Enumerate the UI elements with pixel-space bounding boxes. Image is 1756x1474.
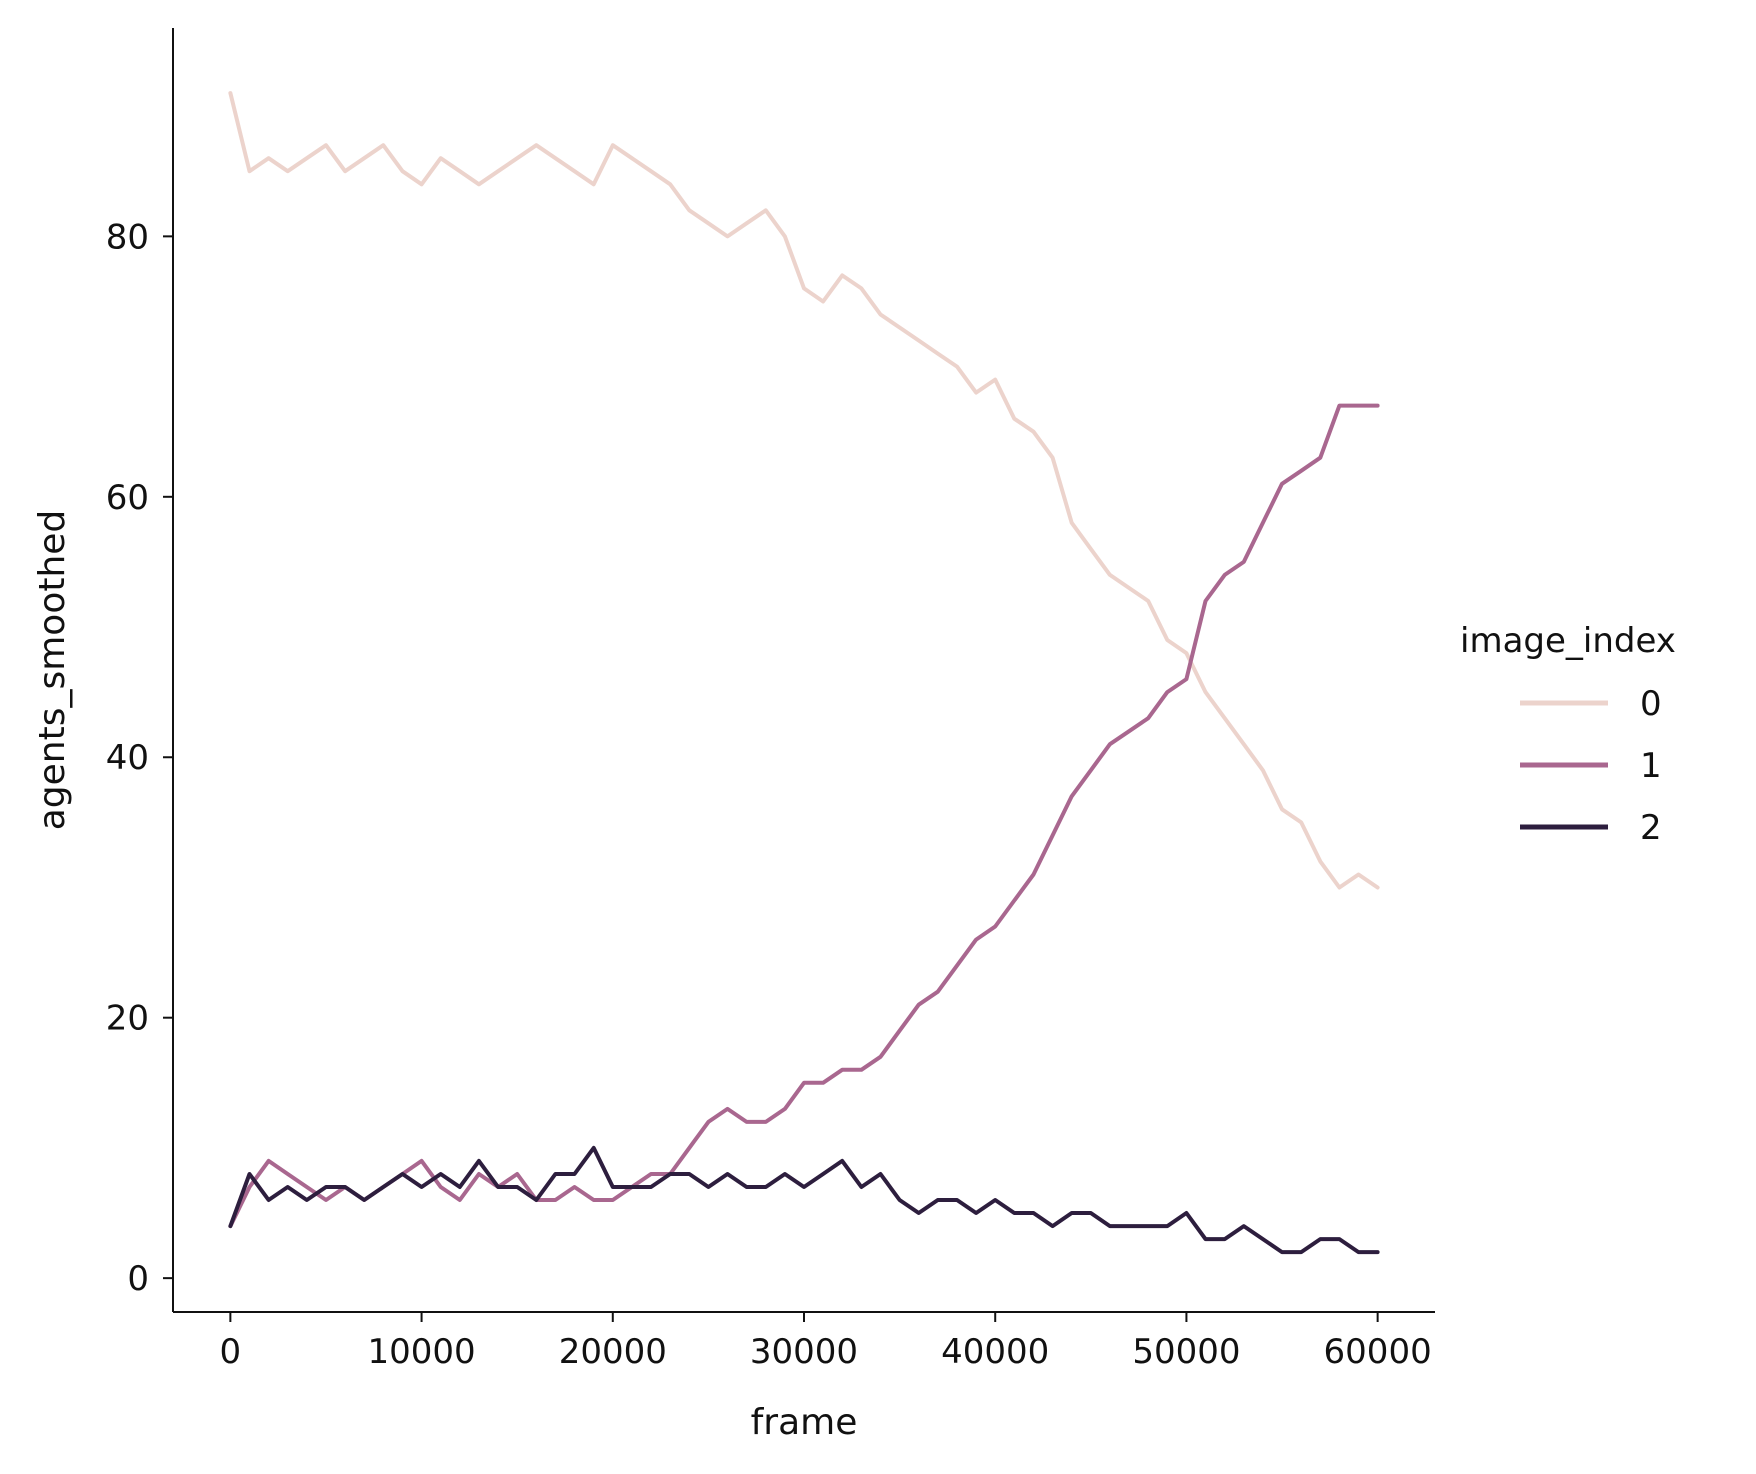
series-line-0 bbox=[228, 91, 1380, 890]
x-tick-label: 50000 bbox=[1132, 1332, 1240, 1372]
series-line-1 bbox=[228, 403, 1380, 1229]
legend-items: 0 1 2 bbox=[1520, 684, 1662, 848]
y-tick-label: 20 bbox=[106, 999, 149, 1039]
x-ticks: 0 10000 20000 30000 40000 50000 60000 bbox=[220, 1312, 1432, 1372]
x-axis-label: frame bbox=[751, 1402, 858, 1443]
y-tick-label: 60 bbox=[106, 478, 149, 518]
y-tick-label: 0 bbox=[127, 1259, 149, 1299]
legend: image_index 0 1 2 bbox=[1460, 621, 1676, 848]
legend-label-2: 2 bbox=[1640, 808, 1662, 848]
legend-label-1: 1 bbox=[1640, 746, 1662, 786]
x-tick-label: 20000 bbox=[559, 1332, 667, 1372]
y-axis-label: agents_smoothed bbox=[32, 510, 73, 831]
y-tick-label: 80 bbox=[106, 217, 149, 257]
y-ticks: 0 20 40 60 80 bbox=[106, 217, 173, 1299]
legend-title: image_index bbox=[1460, 621, 1676, 661]
series-layer bbox=[228, 91, 1380, 1255]
x-tick-label: 0 bbox=[220, 1332, 242, 1372]
y-tick-label: 40 bbox=[106, 738, 149, 778]
x-tick-label: 30000 bbox=[750, 1332, 858, 1372]
legend-label-0: 0 bbox=[1640, 684, 1662, 724]
x-tick-label: 10000 bbox=[367, 1332, 475, 1372]
series-line-2 bbox=[228, 1145, 1380, 1255]
x-tick-label: 40000 bbox=[941, 1332, 1049, 1372]
x-tick-label: 60000 bbox=[1324, 1332, 1432, 1372]
axes-layer bbox=[172, 28, 1435, 1313]
